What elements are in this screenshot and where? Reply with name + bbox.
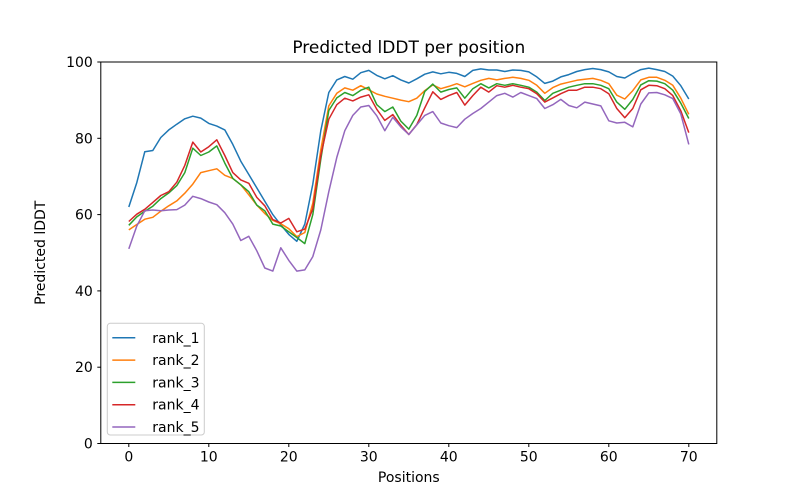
- y-tick-label: 60: [75, 208, 93, 224]
- x-axis-label: Positions: [378, 470, 440, 486]
- y-tick-label: 0: [84, 437, 93, 453]
- legend-label: rank_2: [152, 353, 199, 369]
- legend-entry-rank_5: rank_5: [112, 420, 200, 436]
- legend: rank_1 rank_2 rank_3 rank_4 rank_5: [106, 322, 205, 436]
- x-tick-label: 10: [200, 450, 218, 466]
- legend-frame: [106, 322, 205, 436]
- legend-entry-rank_4: rank_4: [112, 398, 200, 414]
- y-axis: 0 20 40 60 80 100: [66, 55, 101, 453]
- series-line-rank_1: [128, 67, 690, 243]
- y-tick-label: 80: [75, 131, 93, 147]
- y-tick-label: 40: [75, 284, 93, 300]
- y-axis-label: Predicted lDDT: [33, 200, 49, 305]
- x-tick-label: 30: [360, 450, 378, 466]
- y-tick-label: 20: [75, 360, 93, 376]
- legend-entry-rank_3: rank_3: [112, 375, 200, 391]
- x-tick-label: 50: [520, 450, 538, 466]
- x-tick-label: 20: [280, 450, 298, 466]
- legend-entry-rank_2: rank_2: [112, 353, 200, 369]
- chart-title: Predicted lDDT per position: [292, 38, 525, 58]
- x-axis: 0 10 20 30 40 50 60 70: [124, 443, 698, 466]
- x-tick-label: 0: [124, 450, 133, 466]
- x-tick-label: 60: [600, 450, 618, 466]
- legend-entry-rank_1: rank_1: [112, 331, 200, 347]
- x-tick-label: 70: [680, 450, 698, 466]
- x-tick-label: 40: [440, 450, 458, 466]
- series-line-rank_3: [128, 79, 690, 245]
- legend-label: rank_3: [152, 375, 199, 391]
- axes-frame: [100, 61, 718, 444]
- legend-label: rank_1: [152, 331, 199, 347]
- y-tick-label: 100: [66, 55, 93, 71]
- legend-label: rank_4: [152, 398, 199, 414]
- plot-series-layer: [128, 67, 690, 272]
- legend-label: rank_5: [152, 420, 199, 436]
- series-line-rank_5: [128, 91, 690, 272]
- series-line-rank_2: [128, 76, 690, 238]
